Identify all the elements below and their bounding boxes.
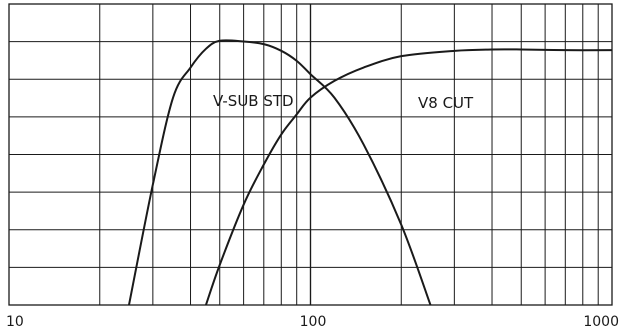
x-tick-label-1000: 1000 (583, 314, 619, 330)
series-line-v8-cut (204, 48, 612, 305)
grid (8, 3, 613, 306)
series-label-v-sub-std: V-SUB STD (213, 92, 294, 110)
curves (127, 39, 612, 305)
x-tick-label-10: 10 (6, 314, 24, 330)
series-line-v-sub-std (127, 39, 432, 305)
series-label-v8-cut: V8 CUT (418, 94, 474, 112)
labels: V-SUB STD V8 CUT 10 100 1000 (6, 92, 619, 330)
x-tick-label-100: 100 (300, 314, 327, 330)
